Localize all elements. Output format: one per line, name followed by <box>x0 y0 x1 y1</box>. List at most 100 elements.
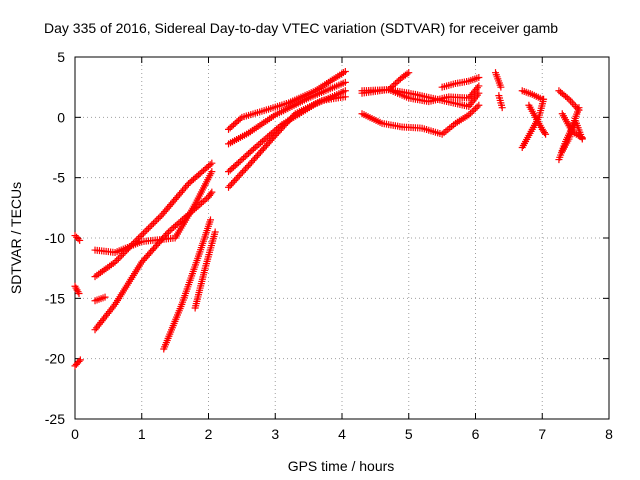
y-tick-label: -15 <box>45 290 65 306</box>
data-point <box>341 93 349 101</box>
data-point <box>238 168 246 176</box>
data-point <box>497 83 505 91</box>
data-point <box>235 116 243 124</box>
data-point <box>256 148 264 156</box>
data-point <box>226 166 234 174</box>
data-point <box>236 115 244 123</box>
data-point <box>75 357 83 365</box>
data-point <box>134 234 142 242</box>
data-point <box>578 134 586 142</box>
x-tick-label: 5 <box>405 426 413 442</box>
data-point <box>253 152 261 160</box>
axis-ticks: 0 1 2 3 4 5 6 7 8 -25 -20 -15 -10 -5 0 5 <box>45 49 613 442</box>
x-tick-label: 1 <box>138 426 146 442</box>
data-point <box>142 253 150 261</box>
data-point <box>241 165 249 173</box>
data-point <box>280 121 288 129</box>
data-point <box>573 104 581 112</box>
data-point <box>114 255 122 263</box>
data-point <box>246 148 254 156</box>
data-point <box>538 95 546 103</box>
data-point <box>73 233 81 241</box>
data-point <box>386 84 394 92</box>
data-point <box>74 235 82 243</box>
data-point <box>154 240 162 248</box>
data-point <box>403 70 411 78</box>
data-point <box>113 256 121 264</box>
data-point <box>341 87 349 95</box>
data-point <box>498 104 506 112</box>
data-point <box>226 182 234 190</box>
data-point <box>388 83 396 91</box>
y-tick-label: -5 <box>53 170 66 186</box>
data-point <box>287 115 295 123</box>
data-point <box>230 163 238 171</box>
data-point <box>225 183 233 191</box>
data-point <box>211 228 219 236</box>
data-point <box>468 108 476 116</box>
data-point <box>245 150 253 158</box>
data-point <box>542 130 550 138</box>
data-point <box>243 163 251 171</box>
data-point <box>248 147 256 155</box>
y-tick-label: 0 <box>57 109 65 125</box>
data-point <box>206 161 214 169</box>
data-point <box>233 160 241 168</box>
x-tick-label: 0 <box>71 426 79 442</box>
x-tick-label: 2 <box>205 426 213 442</box>
data-point <box>470 106 478 114</box>
data-point <box>232 175 240 183</box>
data-point <box>151 218 159 226</box>
data-point <box>568 99 576 107</box>
data-point <box>235 159 243 167</box>
data-point <box>341 78 349 86</box>
data-point <box>341 67 349 75</box>
data-point <box>237 170 245 178</box>
data-point <box>208 159 216 167</box>
y-tick-label: -20 <box>45 351 65 367</box>
data-point <box>273 130 281 138</box>
data-point <box>282 120 290 128</box>
y-tick-label: -25 <box>45 411 65 427</box>
data-point <box>265 138 273 146</box>
data-point <box>231 162 239 170</box>
data-point <box>225 125 233 133</box>
data-point <box>248 158 256 166</box>
data-point <box>144 224 152 232</box>
data-point <box>466 109 474 117</box>
data-point <box>207 216 215 224</box>
data-point <box>139 229 147 237</box>
data-point <box>243 151 251 159</box>
data-point <box>264 140 272 148</box>
x-tick-label: 7 <box>538 426 546 442</box>
data-point <box>161 231 169 239</box>
data-point <box>144 251 152 259</box>
data-point <box>540 129 548 137</box>
data-point <box>148 246 156 254</box>
data-point <box>231 119 239 127</box>
data-point <box>229 178 237 186</box>
data-point <box>249 157 257 165</box>
data-point <box>288 113 296 121</box>
data-point <box>146 223 154 231</box>
data-point <box>258 147 266 155</box>
data-point <box>153 216 161 224</box>
data-point <box>475 82 483 90</box>
data-point <box>231 177 239 185</box>
data-point <box>116 253 124 261</box>
data-point <box>261 143 269 151</box>
data-point <box>465 111 473 119</box>
y-tick-label: 5 <box>57 49 65 65</box>
data-point <box>138 258 146 266</box>
data-point <box>226 124 234 132</box>
data-point <box>279 123 287 131</box>
data-point <box>228 180 236 188</box>
data-point <box>246 160 254 168</box>
x-axis-label: GPS time / hours <box>288 458 395 474</box>
data-point <box>268 135 276 143</box>
data-point <box>472 104 479 112</box>
data-point <box>148 221 156 229</box>
data-point <box>241 153 249 161</box>
data-point <box>234 173 242 181</box>
data-point <box>153 241 161 249</box>
